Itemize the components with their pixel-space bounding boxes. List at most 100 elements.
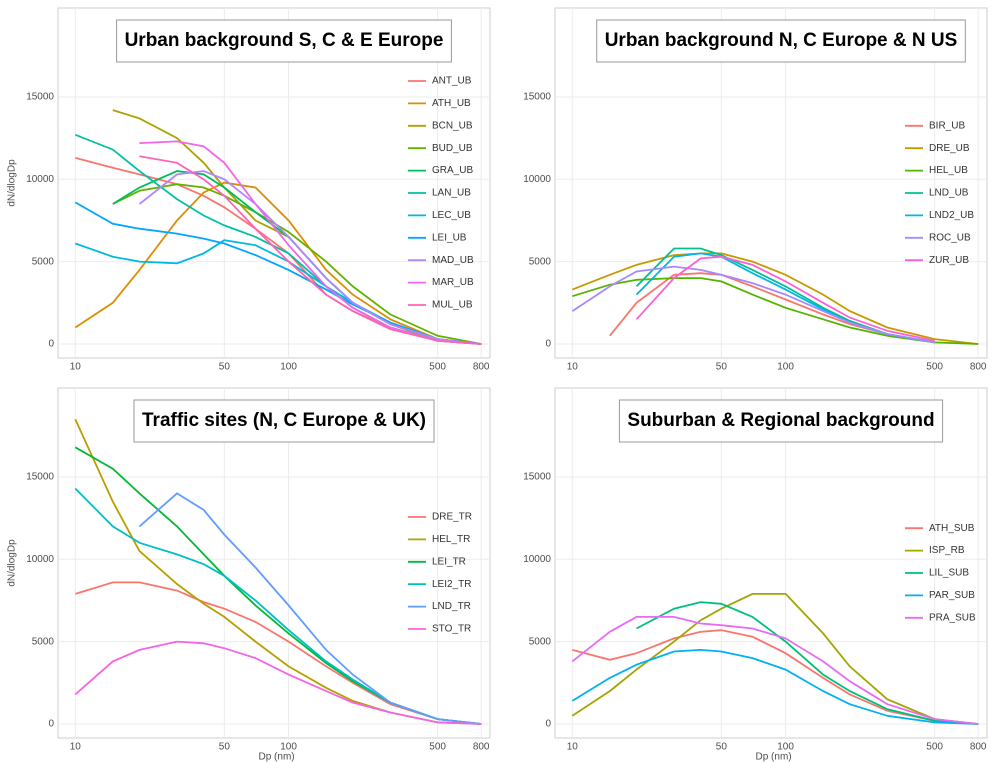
series-line	[571, 265, 935, 344]
series-line	[635, 255, 935, 342]
chart-title: Suburban & Regional background	[627, 410, 934, 431]
series-line	[138, 170, 482, 345]
x-tick-label: 800	[970, 362, 987, 373]
legend-label: GRA_UB	[432, 165, 473, 176]
y-tick-label: 10000	[26, 554, 54, 565]
x-tick-label: 10	[567, 742, 579, 753]
plot-area	[57, 387, 491, 739]
legend-label: ROC_UB	[929, 232, 971, 243]
legend-label: DRE_UB	[929, 143, 970, 154]
legend-label: LAN_UB	[432, 188, 471, 199]
legend-label: MUL_UB	[432, 300, 473, 311]
y-axis-label: dN/dlogDp	[7, 539, 18, 587]
y-tick-label: 0	[545, 339, 551, 350]
legend-label: LEI2_TR	[432, 579, 471, 590]
series-line	[571, 252, 979, 345]
legend-label: HEL_TR	[432, 534, 470, 545]
series-line	[138, 492, 482, 725]
legend-label: ISP_RB	[929, 545, 965, 556]
series-line	[139, 155, 482, 345]
legend-label: PRA_SUB	[929, 612, 976, 623]
legend-label: LND_UB	[929, 188, 969, 199]
x-tick-label: 50	[219, 362, 231, 373]
legend-label: BUD_UB	[432, 143, 473, 154]
legend-label: ATH_UB	[432, 98, 471, 109]
series-line	[572, 277, 979, 345]
y-tick-label: 0	[48, 339, 54, 350]
legend-label: ATH_SUB	[929, 523, 975, 534]
legend-label: LND_TR	[432, 601, 471, 612]
y-tick-label: 15000	[523, 472, 551, 483]
chart-title: Traffic sites (N, C Europe & UK)	[142, 410, 426, 431]
y-axis-label: dN/dlogDp	[7, 159, 18, 207]
legend-label: ZUR_UB	[929, 255, 969, 266]
series-line	[74, 201, 482, 345]
legend-label: ANT_UB	[432, 76, 472, 87]
legend-label: LEI_UB	[432, 232, 467, 243]
title-box	[133, 399, 435, 443]
y-tick-label: 15000	[26, 472, 54, 483]
x-tick-label: 500	[926, 742, 943, 753]
legend-label: MAR_UB	[432, 277, 474, 288]
legend-label: PAR_SUB	[929, 590, 975, 601]
legend-label: LND2_UB	[929, 210, 974, 221]
x-tick-label: 10	[70, 742, 82, 753]
x-tick-label: 50	[716, 742, 728, 753]
y-tick-label: 15000	[26, 92, 54, 103]
legend-label: BCN_UB	[432, 120, 473, 131]
x-tick-label: 50	[716, 362, 728, 373]
x-tick-label: 50	[219, 742, 231, 753]
y-tick-label: 0	[48, 719, 54, 730]
chart-title: Urban background N, C Europe & N US	[605, 30, 958, 51]
series-line	[572, 629, 979, 725]
legend-label: LIL_SUB	[929, 568, 969, 579]
series-line	[609, 272, 935, 344]
legend-label: STO_TR	[432, 624, 471, 635]
legend-label: DRE_TR	[432, 512, 472, 523]
y-tick-label: 5000	[32, 256, 55, 267]
x-tick-label: 10	[70, 362, 82, 373]
legend-label: MAD_UB	[432, 255, 474, 266]
y-tick-label: 10000	[26, 174, 54, 185]
title-box	[618, 399, 944, 443]
plot-area	[554, 7, 988, 359]
x-tick-label: 500	[926, 362, 943, 373]
legend-label: HEL_UB	[929, 165, 968, 176]
legend-label: LEI_TR	[432, 556, 466, 567]
series-line	[571, 593, 979, 725]
y-tick-label: 10000	[523, 174, 551, 185]
x-tick-label: 100	[280, 362, 297, 373]
legend-label: LEC_UB	[432, 210, 471, 221]
x-tick-label: 500	[429, 362, 446, 373]
series-line	[74, 640, 482, 725]
legend-label: BIR_UB	[929, 120, 965, 131]
series-line	[74, 181, 482, 345]
x-tick-label: 100	[777, 362, 794, 373]
series-line	[636, 601, 979, 725]
y-tick-label: 15000	[523, 92, 551, 103]
plot-area	[554, 387, 988, 739]
x-tick-label: 800	[970, 742, 987, 753]
x-axis-label: Dp (nm)	[258, 752, 294, 762]
series-line	[75, 581, 482, 725]
x-tick-label: 100	[280, 742, 297, 753]
series-line	[112, 183, 482, 345]
y-tick-label: 5000	[529, 636, 552, 647]
plot-area	[57, 7, 491, 359]
y-tick-label: 0	[545, 719, 551, 730]
x-axis-label: Dp (nm)	[755, 752, 791, 762]
title-box	[116, 19, 452, 63]
chart-title: Urban background S, C & E Europe	[125, 30, 444, 51]
x-tick-label: 500	[429, 742, 446, 753]
y-tick-label: 10000	[523, 554, 551, 565]
y-tick-label: 5000	[529, 256, 552, 267]
title-box	[596, 19, 966, 63]
series-line	[139, 140, 482, 345]
x-tick-label: 100	[777, 742, 794, 753]
series-line	[571, 616, 979, 725]
x-tick-label: 10	[567, 362, 579, 373]
x-tick-label: 800	[473, 742, 490, 753]
x-tick-label: 800	[473, 362, 490, 373]
y-tick-label: 5000	[32, 636, 55, 647]
